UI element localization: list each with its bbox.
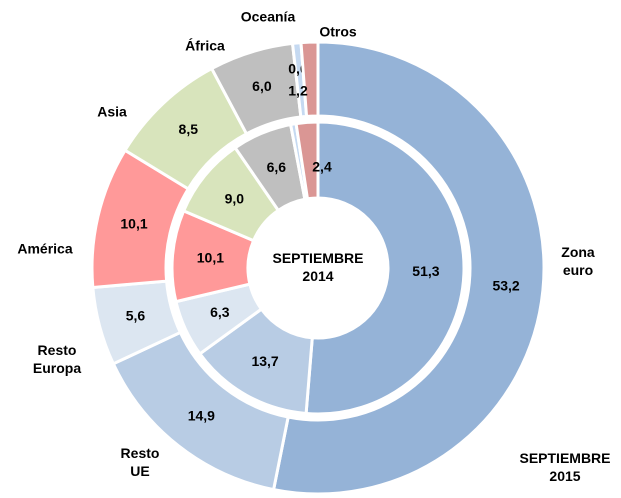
- value-label: 5,6: [126, 308, 146, 324]
- value-label: 53,2: [492, 277, 519, 293]
- value-label: 13,7: [251, 353, 278, 369]
- value-label: 1,2: [288, 83, 308, 99]
- slice: [271, 40, 546, 496]
- value-label: 6,0: [252, 78, 272, 94]
- category-label: Resto UE: [121, 445, 160, 479]
- category-label: África: [185, 38, 225, 54]
- category-label: América: [17, 241, 72, 257]
- series-label: SEPTIEMBRE 2015: [519, 450, 610, 484]
- slice: [294, 120, 320, 201]
- value-label: 14,9: [188, 407, 215, 423]
- slice: [304, 120, 466, 416]
- category-label: Asia: [97, 104, 127, 120]
- category-label: Resto Europa: [33, 342, 81, 376]
- series-label: SEPTIEMBRE 2014: [272, 250, 363, 284]
- value-label: 6,3: [210, 304, 230, 320]
- category-label: Otros: [319, 24, 357, 40]
- value-label: 51,3: [412, 263, 439, 279]
- value-label: 2,4: [312, 159, 332, 175]
- value-label: 10,1: [120, 215, 147, 231]
- slice: [299, 40, 320, 119]
- value-label: 9,0: [225, 190, 245, 206]
- value-label: 10,1: [197, 250, 224, 266]
- category-label: Oceanía: [241, 9, 296, 25]
- category-label: Zona euro: [561, 244, 595, 278]
- value-label: 8,5: [179, 121, 199, 137]
- value-label: 6,6: [267, 159, 287, 175]
